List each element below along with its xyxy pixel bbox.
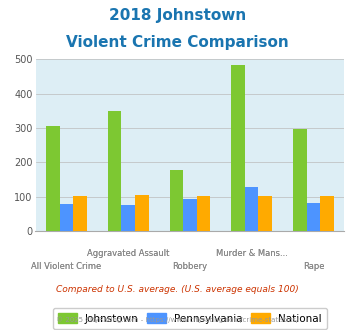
Text: Rape: Rape [303,262,324,271]
Bar [231,65,245,231]
Legend: Johnstown, Pennsylvania, National: Johnstown, Pennsylvania, National [53,308,327,329]
Text: Rape: Rape [303,262,324,271]
Bar [320,196,334,231]
Bar [197,196,210,231]
Bar [73,196,87,231]
Text: Aggravated Assault: Aggravated Assault [87,249,169,258]
Bar [183,199,197,231]
Text: Murder & Mans...: Murder & Mans... [216,249,288,258]
Bar [245,187,258,231]
Text: Aggravated Assault: Aggravated Assault [87,249,169,258]
Bar [135,195,148,231]
Bar [108,111,121,231]
Bar [60,204,73,231]
Text: Murder & Mans...: Murder & Mans... [216,249,288,258]
Text: All Violent Crime: All Violent Crime [31,262,102,271]
Text: © 2025 CityRating.com - https://www.cityrating.com/crime-statistics/: © 2025 CityRating.com - https://www.city… [56,316,299,323]
Text: All Violent Crime: All Violent Crime [31,262,102,271]
Bar [293,129,307,231]
Bar [170,170,183,231]
Bar [46,126,60,231]
Bar [258,196,272,231]
Text: Violent Crime Comparison: Violent Crime Comparison [66,35,289,50]
Text: Robbery: Robbery [173,262,207,271]
Text: Robbery: Robbery [173,262,207,271]
Text: Compared to U.S. average. (U.S. average equals 100): Compared to U.S. average. (U.S. average … [56,285,299,294]
Bar [121,205,135,231]
Bar [307,203,320,231]
Text: 2018 Johnstown: 2018 Johnstown [109,8,246,23]
